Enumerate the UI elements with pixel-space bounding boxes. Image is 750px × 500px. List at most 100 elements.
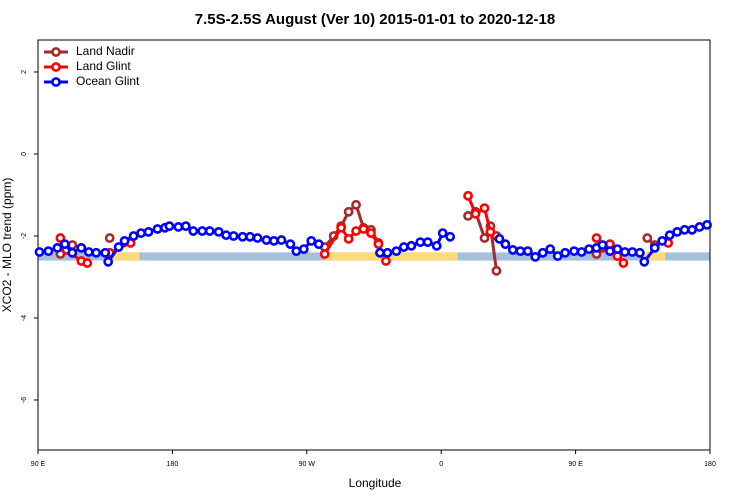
data-point xyxy=(152,224,163,234)
legend-label: Land Glint xyxy=(76,59,131,73)
data-point xyxy=(261,235,272,245)
land-band xyxy=(109,252,140,261)
data-point xyxy=(221,230,232,241)
plot-frame xyxy=(37,39,711,451)
legend-marker xyxy=(51,62,61,72)
data-point xyxy=(336,222,347,233)
land-band xyxy=(324,252,458,261)
data-point xyxy=(67,247,78,258)
data-point xyxy=(491,265,502,276)
x-tick-label: 90 E xyxy=(31,461,46,468)
x-tick-label: 90 W xyxy=(299,461,316,468)
data-point xyxy=(351,226,361,236)
data-point xyxy=(319,249,330,259)
data-point xyxy=(687,224,697,235)
x-tick-label: 180 xyxy=(704,461,716,468)
data-point xyxy=(500,239,511,250)
y-tick-label: -4 xyxy=(21,315,28,321)
legend-label: Land Nadir xyxy=(76,44,135,58)
data-point xyxy=(627,247,638,257)
data-point xyxy=(605,246,615,257)
data-point xyxy=(470,208,481,219)
data-point xyxy=(545,244,556,254)
data-point xyxy=(52,242,63,253)
data-point xyxy=(285,239,296,250)
data-point xyxy=(552,251,563,261)
x-axis-label: Longitude xyxy=(349,476,402,490)
data-point xyxy=(591,233,602,243)
data-point xyxy=(391,246,402,257)
data-point xyxy=(702,220,712,230)
legend-label: Ocean Glint xyxy=(76,74,140,88)
data-point xyxy=(398,242,409,252)
data-point xyxy=(351,199,361,210)
data-point xyxy=(306,235,317,246)
data-point xyxy=(515,246,526,257)
data-point xyxy=(173,222,184,232)
data-point xyxy=(269,235,279,246)
data-point xyxy=(584,244,594,254)
data-point xyxy=(100,247,111,258)
data-point xyxy=(479,233,490,243)
data-point xyxy=(366,228,376,239)
legend-marker xyxy=(51,47,61,57)
x-tick-label: 0 xyxy=(439,461,443,468)
data-point xyxy=(694,222,705,232)
data-point xyxy=(522,246,533,257)
data-point xyxy=(76,242,87,253)
y-tick-label: -6 xyxy=(21,397,28,403)
data-point xyxy=(463,210,473,221)
data-point xyxy=(104,233,115,243)
data-point xyxy=(479,203,490,213)
data-point xyxy=(422,237,433,248)
data-point xyxy=(180,221,191,232)
data-point xyxy=(313,239,324,250)
data-point xyxy=(237,231,248,242)
data-point xyxy=(103,256,114,267)
data-point xyxy=(164,221,175,232)
data-point xyxy=(445,231,456,242)
data-point xyxy=(618,258,629,268)
data-point xyxy=(576,247,587,257)
data-point xyxy=(59,239,70,250)
data-point xyxy=(382,247,393,258)
data-point xyxy=(298,244,309,254)
y-axis-label: XCO2 - MLO trend (ppm) xyxy=(0,178,14,313)
data-point xyxy=(34,247,45,257)
y-tick-label: 2 xyxy=(21,70,28,74)
data-point xyxy=(431,240,442,251)
legend-marker xyxy=(51,77,61,87)
x-tick-label: 90 E xyxy=(568,461,583,468)
data-point xyxy=(276,235,287,245)
data-point xyxy=(343,233,354,244)
data-point xyxy=(213,226,224,237)
data-point xyxy=(530,251,541,262)
data-point xyxy=(136,228,146,239)
x-tick-label: 180 xyxy=(167,461,179,468)
data-point xyxy=(82,258,93,268)
data-point xyxy=(128,231,139,241)
data-point xyxy=(358,224,369,234)
data-point xyxy=(119,235,130,246)
data-point xyxy=(494,233,505,244)
data-point xyxy=(291,246,302,257)
data-point xyxy=(343,206,354,217)
data-point xyxy=(373,239,384,250)
data-point xyxy=(639,256,650,267)
data-point xyxy=(507,245,518,255)
data-point xyxy=(197,226,208,236)
data-point xyxy=(228,231,239,241)
data-point xyxy=(381,256,391,266)
data-point xyxy=(537,247,548,258)
land-band xyxy=(639,252,666,261)
data-point xyxy=(619,247,630,257)
data-point xyxy=(204,226,215,236)
data-point xyxy=(55,233,66,243)
data-point xyxy=(657,235,668,246)
data-point xyxy=(245,231,255,242)
data-point xyxy=(560,247,571,258)
data-point xyxy=(437,228,448,239)
data-point xyxy=(597,240,608,250)
chart-title: 7.5S-2.5S August (Ver 10) 2015-01-01 to … xyxy=(195,11,555,28)
data-point xyxy=(43,246,54,257)
